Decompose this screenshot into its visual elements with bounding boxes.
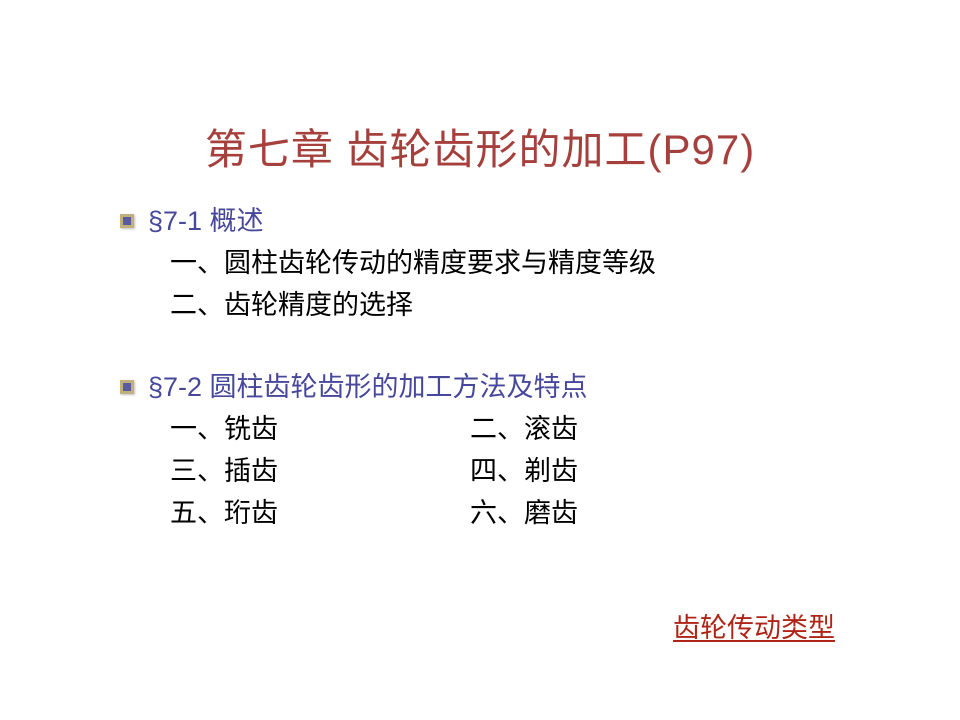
section-2-heading-text: §7-2 圆柱齿轮齿形的加工方法及特点	[148, 372, 588, 402]
section-2-row-1: 一、铣齿 二、滚齿	[120, 408, 860, 450]
gear-transmission-types-link[interactable]: 齿轮传动类型	[673, 606, 835, 645]
slide-title: 第七章 齿轮齿形的加工(P97)	[0, 116, 960, 177]
row1-left: 一、铣齿	[170, 408, 470, 450]
row3-right: 六、磨齿	[470, 492, 730, 534]
section-heading-1: §7-1 概述	[120, 200, 860, 242]
section-1-heading-text: §7-1 概述	[148, 206, 264, 236]
bullet-icon	[120, 380, 134, 394]
section-2-row-2: 三、插齿 四、剃齿	[120, 450, 860, 492]
section-1-item-2: 二、齿轮精度的选择	[120, 284, 860, 326]
section-1-item-1: 一、圆柱齿轮传动的精度要求与精度等级	[120, 242, 860, 284]
section-heading-2: §7-2 圆柱齿轮齿形的加工方法及特点	[120, 366, 860, 408]
spacer	[120, 326, 860, 366]
row2-left: 三、插齿	[170, 450, 470, 492]
slide: 第七章 齿轮齿形的加工(P97) §7-1 概述 一、圆柱齿轮传动的精度要求与精…	[0, 0, 960, 720]
row1-right: 二、滚齿	[470, 408, 730, 450]
bullet-icon	[120, 214, 134, 228]
row3-left: 五、珩齿	[170, 492, 470, 534]
slide-body: §7-1 概述 一、圆柱齿轮传动的精度要求与精度等级 二、齿轮精度的选择 §7-…	[120, 200, 860, 534]
section-2-row-3: 五、珩齿 六、磨齿	[120, 492, 860, 534]
row2-right: 四、剃齿	[470, 450, 730, 492]
